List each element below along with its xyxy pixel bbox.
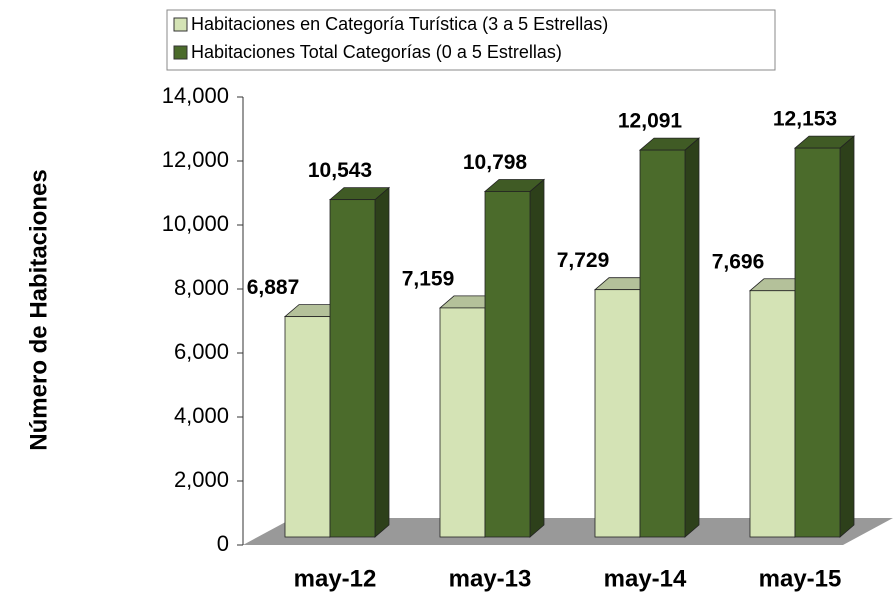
bar [483, 178, 546, 538]
data-label: 10,798 [463, 151, 528, 174]
y-tick-label: 14,000 [162, 83, 229, 108]
data-label: 7,729 [557, 249, 610, 272]
y-tick-label: 6,000 [174, 339, 229, 364]
bar-front [594, 289, 641, 538]
bar-front [284, 316, 331, 538]
bar [328, 186, 391, 538]
y-tick-label: 0 [217, 531, 229, 556]
y-tick-label: 2,000 [174, 467, 229, 492]
bar-front [484, 191, 531, 538]
bar-front [639, 149, 686, 538]
y-tick-label: 8,000 [174, 275, 229, 300]
data-label: 12,091 [618, 110, 683, 133]
y-tick-label: 10,000 [162, 211, 229, 236]
x-tick-label: may-13 [449, 565, 532, 592]
bar [793, 135, 856, 538]
data-label: 10,543 [308, 159, 372, 182]
data-label: 6,887 [247, 276, 300, 299]
bar-side [684, 137, 700, 538]
legend-label: Habitaciones Total Categorías (0 a 5 Est… [191, 42, 562, 62]
x-tick-label: may-14 [604, 565, 687, 592]
data-label: 12,153 [773, 108, 837, 131]
bar-front [329, 199, 376, 538]
legend-swatch [173, 17, 188, 32]
bar-front [749, 290, 796, 538]
legend-label: Habitaciones en Categoría Turística (3 a… [191, 14, 608, 34]
data-label: 7,159 [402, 267, 455, 290]
bar [638, 137, 701, 538]
legend-swatch [173, 45, 188, 60]
y-tick-label: 4,000 [174, 403, 229, 428]
x-tick-label: may-12 [294, 565, 377, 592]
bar-front [794, 147, 841, 538]
y-axis-title: Número de Habitaciones [25, 169, 52, 450]
y-tick-label: 12,000 [162, 147, 229, 172]
data-label: 7,696 [712, 250, 765, 273]
bar-front [439, 307, 486, 538]
legend-box [166, 9, 776, 71]
floor [243, 518, 893, 545]
bar-side [839, 135, 855, 538]
bar-side [374, 186, 390, 538]
x-tick-label: may-15 [759, 565, 842, 592]
bar-side [529, 178, 545, 538]
